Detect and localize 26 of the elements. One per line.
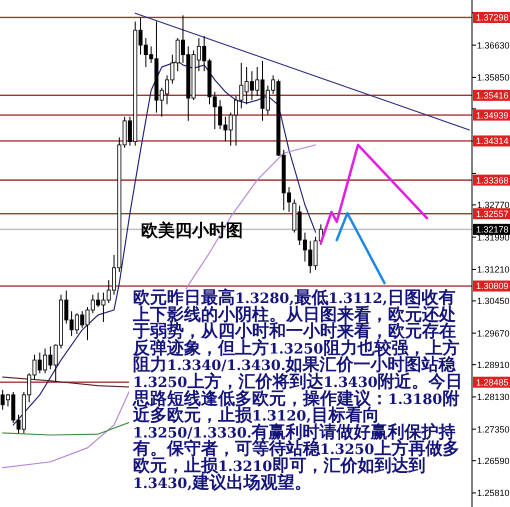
line-series: [320, 144, 428, 244]
ref-line-label: 1.35416: [476, 90, 509, 101]
y-tick-label: 1.28910: [477, 360, 510, 370]
line-series: [2, 376, 130, 388]
ref-line-label: 1.32178: [476, 224, 509, 235]
ref-line-label: 1.32557: [476, 208, 509, 219]
y-tick-label: 1.36630: [477, 40, 510, 50]
y-tick-label: 1.27350: [477, 424, 510, 434]
y-tick-label: 1.35850: [477, 72, 510, 83]
y-tick-label: 1.31210: [477, 264, 510, 275]
text: 欧元昨日最高1.3280,最低1.3112,日图收有上下影线的小阴柱。从日图来看，欧元还处于弱势，从四小时和一小时来看，欧元存在反弹迹象，但上方1.3250阻力也较强，上方阻力1.3340/1.3430.如果汇价一小时图站稳1.3250上方，汇价将到达1.3430附近。今日思路短线逢低多欧元，操作建议：1.3180附近多欧元，止损1.3120,目标看向1.3250/1.3330.有赢利时请做好赢利保护持有。保守者，可等待站稳1.3250上方再做多欧元，止损1.3210即可，汇价如到达到1.3430,建议出场观望。: [133, 288, 463, 493]
y-tick-label: 1.29670: [477, 328, 510, 338]
y-tick-label: 1.31990: [477, 232, 510, 242]
y-tick-label: 1.32770: [477, 200, 510, 210]
annotation: 欧美四小时图: [141, 221, 243, 241]
y-tick-label: 1.26590: [477, 456, 510, 466]
ref-line-label: 1.28485: [476, 377, 509, 388]
y-tick-label: 1.25810: [477, 488, 510, 498]
ref-line-label: 1.33368: [476, 175, 509, 186]
y-tick-label: 1.30450: [477, 296, 510, 306]
ref-line-label: 1.34314: [476, 136, 509, 146]
ref-line-label: 1.37298: [476, 12, 509, 23]
line-series: [2, 422, 130, 436]
ref-line-label: 1.34939: [476, 110, 509, 120]
y-tick-label: 1.28130: [477, 392, 510, 402]
ref-line-label: 1.30809: [476, 281, 509, 292]
